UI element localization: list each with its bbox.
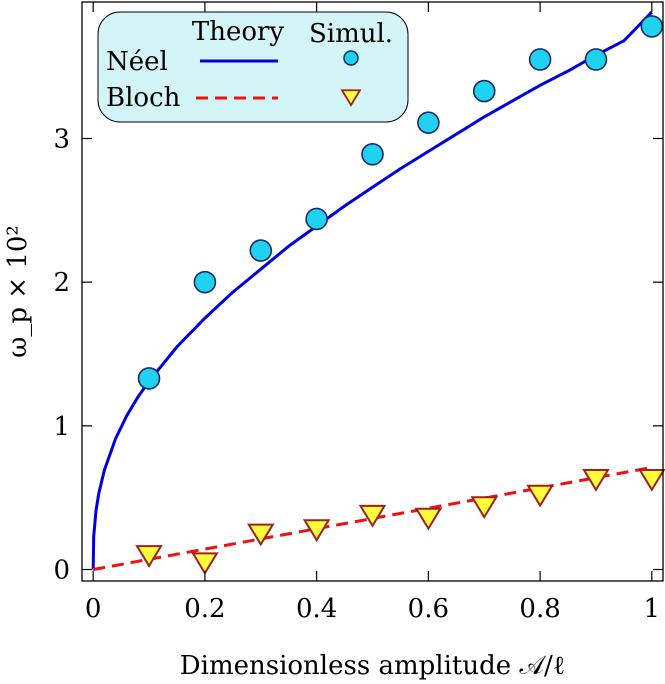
bloch-sim-point [246, 523, 275, 547]
y-axis-label: ω_p × 10² [3, 225, 33, 358]
neel-sim-point [361, 142, 384, 166]
neel-sim-point [640, 15, 664, 38]
bloch-sim-point [414, 507, 443, 531]
axes-frame [81, 1, 664, 582]
x-tick-label: 0 [85, 594, 102, 624]
legend-marker-bloch [340, 89, 362, 107]
axes: 0 0.2 0.4 0.6 0.8 1 0 1 2 3 Dimensionless amplitud… [3, 1, 664, 681]
y-tick-label: 2 [53, 268, 70, 298]
neel-sim-point [305, 207, 328, 231]
x-tick-label: 0.6 [408, 594, 449, 624]
x-tick-label: 0.2 [184, 594, 225, 624]
theory-line-neel [91, 11, 653, 570]
neel-sim-point [472, 79, 496, 103]
neel-sim-point [584, 48, 608, 71]
bloch-sim-point [638, 468, 665, 492]
x-tick-label: 0.8 [519, 594, 560, 624]
bloch-sim-point [302, 519, 331, 543]
legend-label-bloch: Bloch [106, 83, 181, 113]
bloch-sim-point [582, 468, 610, 492]
y-tick-label: 3 [53, 124, 70, 154]
neel-sim-point [193, 270, 217, 294]
bloch-sim-point [135, 545, 163, 568]
neel-sim-point [528, 48, 552, 71]
legend-header-theory: Theory [192, 17, 285, 47]
x-axis-label: Dimensionless amplitude 𝒜/ℓ [180, 651, 565, 681]
neel-sim-point [137, 367, 161, 390]
plot-area [91, 11, 665, 576]
bloch-sim-point [358, 504, 387, 528]
legend: Theory Simul. Néel Bloch [97, 11, 409, 123]
neel-sim-point [249, 239, 273, 262]
bloch-sim-point [191, 552, 219, 576]
legend-label-neel: Néel [106, 47, 168, 77]
y-tick-label: 1 [53, 412, 70, 442]
x-tick-label: 1 [644, 594, 661, 624]
x-tick-label: 0.4 [296, 594, 337, 624]
y-tick-label: 0 [53, 556, 70, 586]
bloch-sim-point [470, 496, 499, 520]
neel-sim-point [417, 111, 440, 134]
legend-box [97, 11, 409, 123]
bloch-sim-point [526, 484, 554, 508]
legend-marker-neel [343, 50, 359, 66]
legend-header-simul: Simul. [309, 19, 393, 49]
